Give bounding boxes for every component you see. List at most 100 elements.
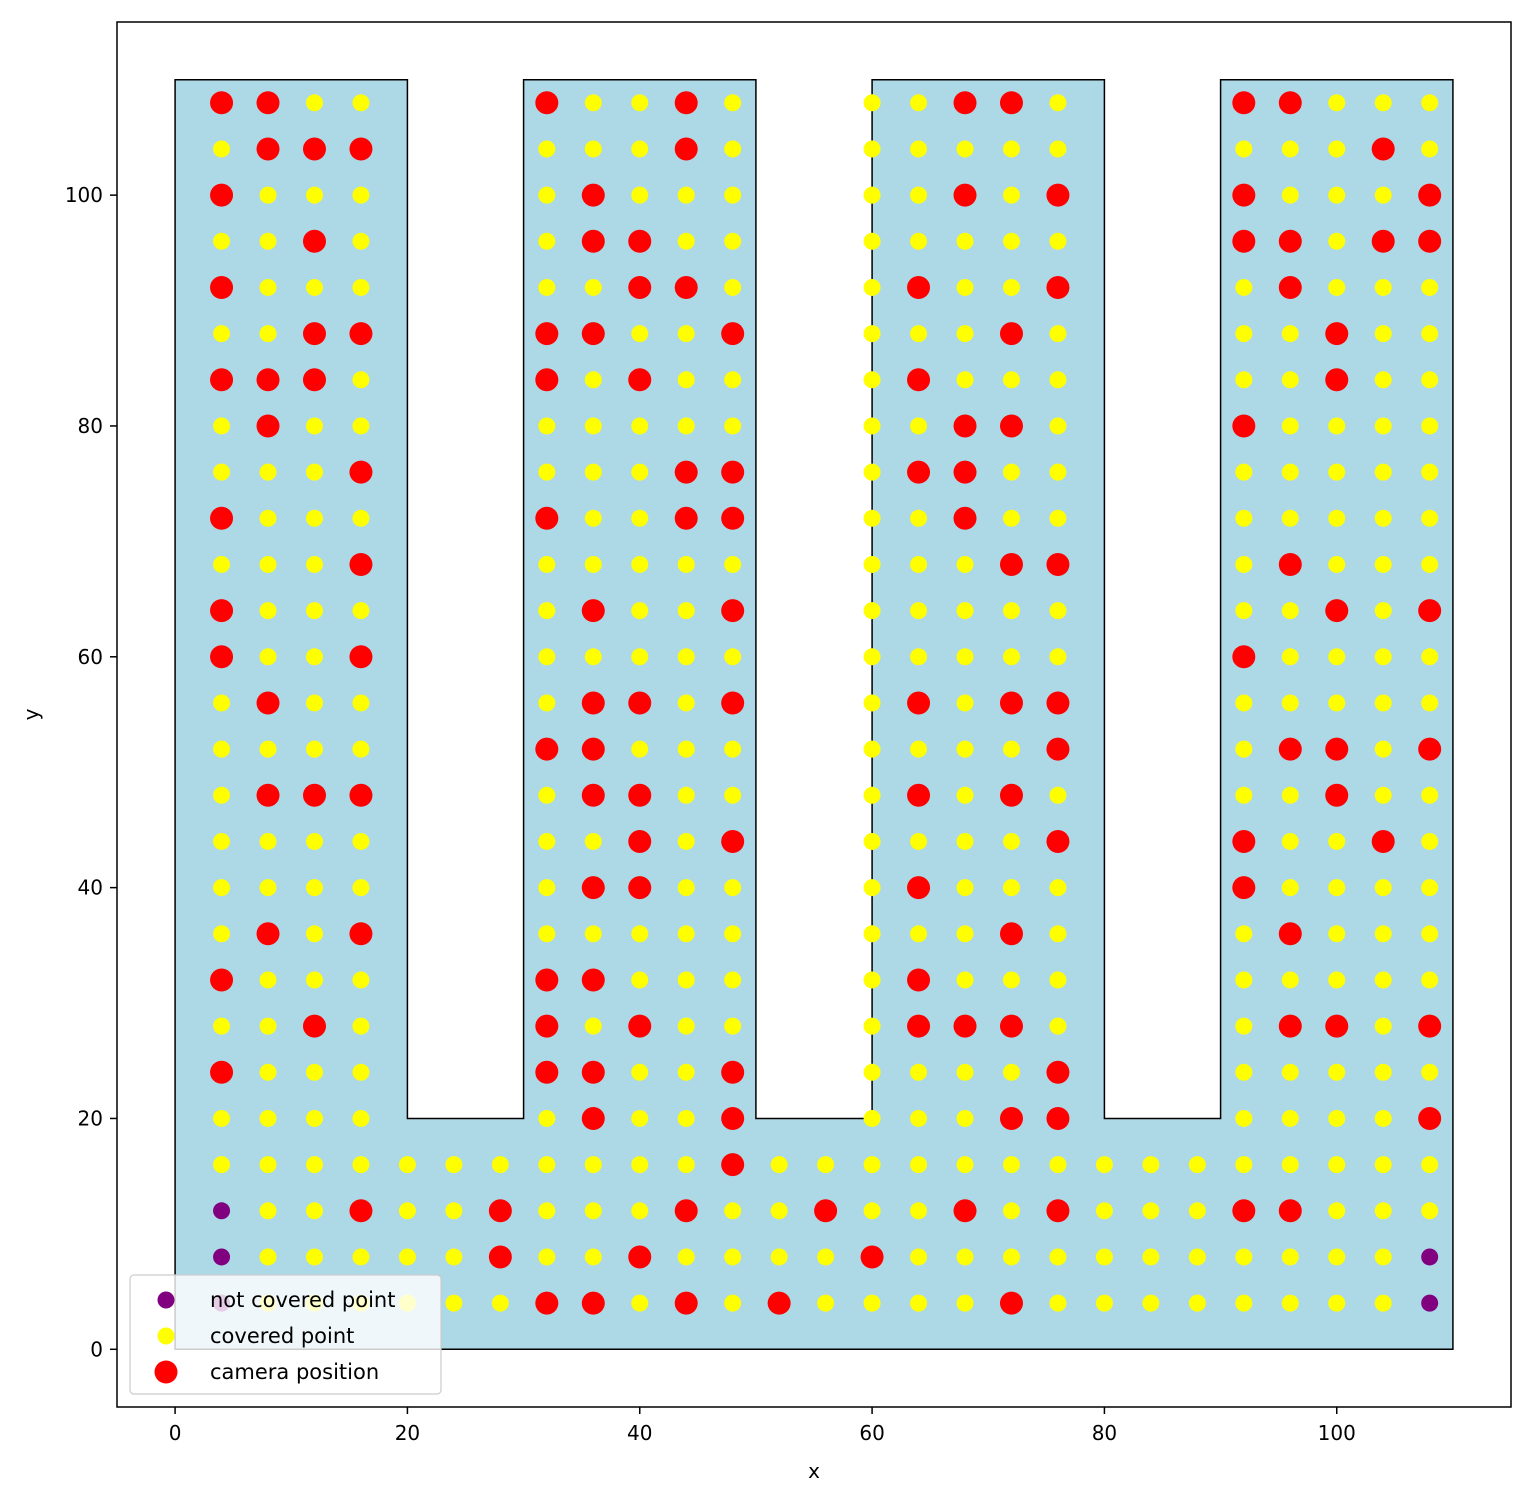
- covered-point: [724, 1202, 742, 1220]
- covered-point: [631, 1156, 649, 1174]
- covered-point: [259, 1063, 277, 1081]
- covered-point: [1281, 1156, 1299, 1174]
- camera-position: [721, 460, 745, 484]
- camera-position: [581, 1106, 605, 1130]
- axes-frame: [116, 21, 1512, 1408]
- covered-point: [1235, 140, 1253, 158]
- covered-point: [724, 1294, 742, 1312]
- covered-point: [1002, 1156, 1020, 1174]
- covered-point: [956, 879, 974, 897]
- camera-position: [302, 322, 326, 346]
- camera-position: [1232, 183, 1256, 207]
- camera-position: [1325, 783, 1349, 807]
- camera-position: [674, 137, 698, 161]
- camera-position: [1232, 229, 1256, 253]
- camera-position: [1325, 1014, 1349, 1038]
- covered-point: [1374, 1294, 1392, 1312]
- covered-point: [677, 1156, 695, 1174]
- covered-point: [1281, 1248, 1299, 1266]
- covered-point: [1188, 1202, 1206, 1220]
- covered-point: [631, 1294, 649, 1312]
- y-tick-label: 100: [65, 183, 103, 207]
- covered-point: [1235, 740, 1253, 758]
- camera-position: [674, 506, 698, 530]
- camera-position: [628, 783, 652, 807]
- covered-point: [1095, 1156, 1113, 1174]
- y-tick-label: 40: [78, 876, 103, 900]
- camera-position: [1046, 552, 1070, 576]
- covered-point: [584, 1202, 602, 1220]
- camera-position: [953, 460, 977, 484]
- covered-point: [538, 832, 556, 850]
- covered-point: [1281, 417, 1299, 435]
- covered-point: [305, 832, 323, 850]
- covered-point: [1374, 509, 1392, 527]
- covered-point: [910, 186, 928, 204]
- covered-point: [1374, 786, 1392, 804]
- covered-point: [1421, 417, 1439, 435]
- covered-point: [1002, 1063, 1020, 1081]
- covered-point: [538, 879, 556, 897]
- covered-point: [352, 417, 370, 435]
- not-covered-point: [213, 1248, 231, 1266]
- covered-point: [863, 1017, 881, 1035]
- covered-point: [213, 786, 231, 804]
- covered-point: [259, 1109, 277, 1127]
- covered-point: [1142, 1248, 1160, 1266]
- covered-point: [538, 1109, 556, 1127]
- covered-point: [910, 832, 928, 850]
- camera-position: [349, 645, 373, 669]
- covered-point: [352, 94, 370, 112]
- covered-point: [584, 94, 602, 112]
- covered-point: [1281, 1109, 1299, 1127]
- x-tick-label: 60: [859, 1421, 884, 1445]
- camera-position: [1325, 599, 1349, 623]
- camera-position: [1278, 922, 1302, 946]
- covered-point: [956, 602, 974, 620]
- x-tick-label: 80: [1092, 1421, 1117, 1445]
- covered-point: [910, 1156, 928, 1174]
- covered-point: [677, 648, 695, 666]
- camera-position: [1232, 645, 1256, 669]
- covered-point: [305, 1248, 323, 1266]
- covered-point: [584, 555, 602, 573]
- x-tick-label: 100: [1318, 1421, 1356, 1445]
- covered-point: [1374, 971, 1392, 989]
- x-tick-label: 20: [395, 1421, 420, 1445]
- covered-point: [538, 1202, 556, 1220]
- camera-position: [721, 599, 745, 623]
- covered-point: [863, 1202, 881, 1220]
- covered-point: [1421, 786, 1439, 804]
- covered-point: [677, 325, 695, 343]
- covered-point: [1281, 186, 1299, 204]
- covered-point: [863, 417, 881, 435]
- covered-point: [1235, 278, 1253, 296]
- covered-point: [677, 371, 695, 389]
- legend-box: [129, 1274, 442, 1395]
- covered-point: [724, 925, 742, 943]
- camera-position: [674, 275, 698, 299]
- covered-point: [213, 463, 231, 481]
- covered-point: [910, 509, 928, 527]
- camera-position: [210, 1060, 234, 1084]
- camera-position: [349, 922, 373, 946]
- covered-point: [1095, 1202, 1113, 1220]
- covered-point: [631, 648, 649, 666]
- covered-point: [956, 278, 974, 296]
- covered-point: [538, 786, 556, 804]
- covered-point: [1049, 925, 1067, 943]
- covered-point: [538, 232, 556, 250]
- covered-point: [1281, 371, 1299, 389]
- covered-point: [1235, 971, 1253, 989]
- camera-position: [535, 91, 559, 115]
- covered-point: [677, 1109, 695, 1127]
- covered-point: [352, 694, 370, 712]
- camera-position: [1046, 275, 1070, 299]
- covered-point: [1421, 925, 1439, 943]
- covered-point: [631, 186, 649, 204]
- covered-point: [538, 555, 556, 573]
- covered-point: [259, 325, 277, 343]
- camera-position: [907, 460, 931, 484]
- covered-point: [1328, 509, 1346, 527]
- covered-point: [1049, 971, 1067, 989]
